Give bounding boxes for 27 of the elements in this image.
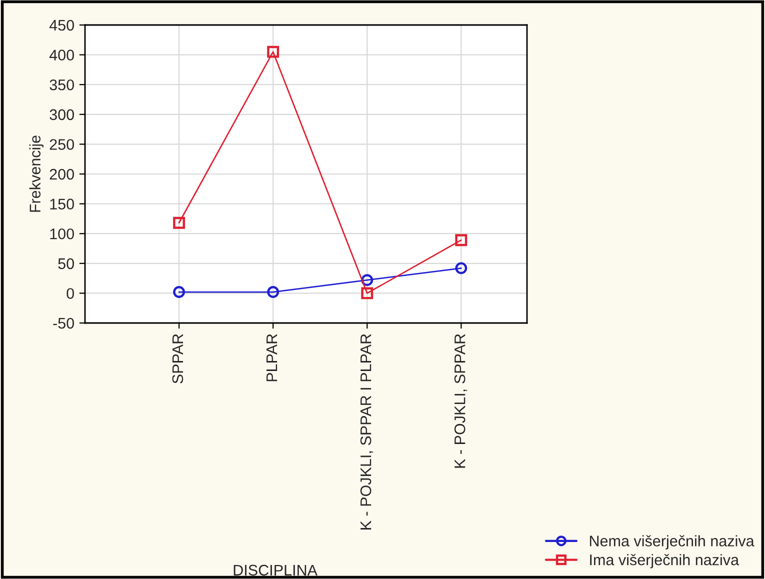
y-tick-label: 0 — [66, 288, 74, 299]
y-tick-label: 250 — [50, 139, 74, 150]
point — [455, 234, 468, 246]
x-tick-label: K - POJKLI, SPPAR — [454, 334, 468, 468]
y-tick-label: 350 — [50, 79, 74, 90]
y-tick-label: 200 — [50, 168, 74, 180]
y-tick-label: 300 — [50, 109, 74, 120]
point — [361, 287, 374, 300]
x-tick-label: SPPAR — [172, 334, 184, 384]
point — [267, 46, 280, 58]
y-tick-label: 150 — [50, 198, 74, 210]
y-tick-label: 50 — [58, 258, 74, 270]
point — [173, 216, 186, 229]
point — [173, 286, 186, 298]
point — [361, 274, 374, 286]
y-tick-label: 400 — [49, 50, 74, 60]
x-axis-title: DISCIPLINA — [234, 564, 318, 576]
y-tick-label: 100 — [50, 228, 74, 240]
legend-label: Nema višerječnih naziva — [590, 535, 754, 550]
y-tick-label: -50 — [53, 318, 74, 329]
x-tick-label: PLPAR — [266, 334, 278, 382]
point — [455, 262, 468, 274]
y-tick-label: 450 — [49, 20, 74, 31]
y-axis-title: Frekvencije — [29, 136, 44, 212]
point — [267, 286, 280, 298]
legend-label: Ima višerječnih naziva — [590, 554, 740, 568]
x-tick-label: K - POJKLI, SPPAR I PLPAR — [360, 334, 374, 530]
